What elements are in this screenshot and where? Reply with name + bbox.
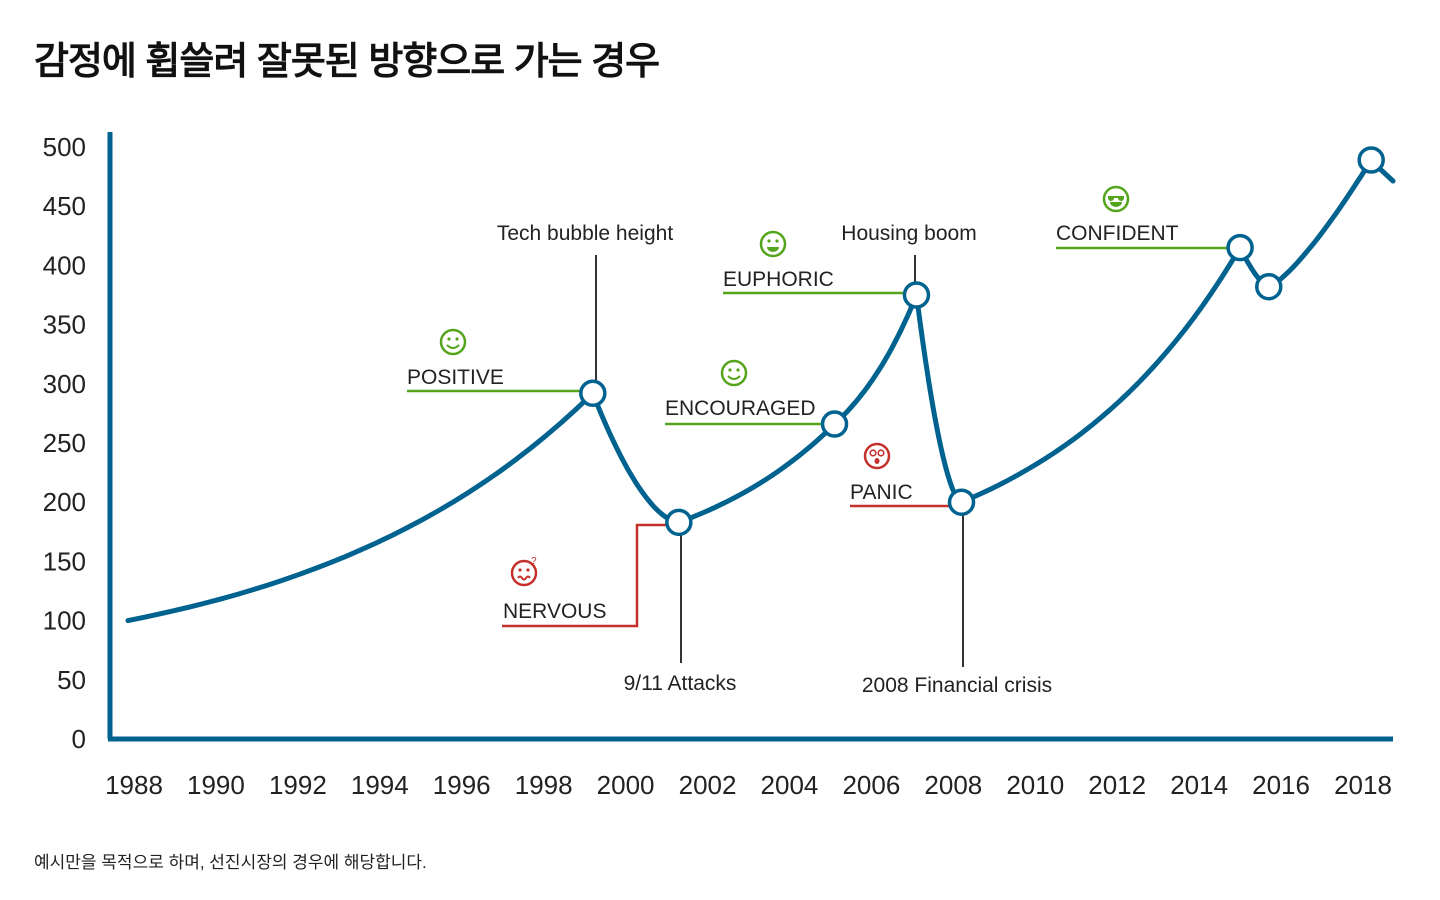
y-tick-label: 150 (43, 546, 86, 576)
x-tick-label: 2010 (1006, 770, 1064, 800)
worried-face-icon: ? (510, 556, 538, 587)
y-tick-label: 450 (43, 191, 86, 221)
sunglasses-face-icon (1102, 185, 1130, 213)
x-tick-label: 2000 (597, 770, 655, 800)
x-tick-label: 2002 (679, 770, 737, 800)
mouth (446, 344, 460, 349)
x-tick-label: 2016 (1252, 770, 1310, 800)
data-point (1255, 272, 1283, 301)
eye (775, 239, 779, 243)
magnifier-handle (1377, 166, 1396, 184)
series-line (125, 157, 1374, 624)
data-point (947, 488, 976, 516)
data-point (1226, 233, 1254, 262)
mouth (1110, 202, 1122, 207)
eye (518, 568, 522, 572)
eye (736, 368, 740, 372)
y-tick-label: 50 (57, 665, 86, 695)
sentiment-label: NERVOUS (503, 600, 606, 623)
eye (869, 449, 877, 457)
y-tick-label: 100 (43, 606, 86, 636)
data-point (902, 281, 931, 309)
mouth (727, 375, 741, 380)
smile-icon (439, 328, 467, 356)
y-tick-label: 500 (43, 132, 86, 162)
smile-icon (720, 359, 748, 387)
eye (877, 449, 885, 457)
mouth (767, 247, 779, 252)
mouth (517, 575, 531, 581)
x-tick-label: 1992 (269, 770, 327, 800)
mouth (874, 458, 880, 464)
face-outline (1102, 185, 1130, 213)
x-tick-label: 1994 (351, 770, 409, 800)
sentiment-label: EUPHORIC (723, 268, 834, 291)
x-tick-label: 2014 (1170, 770, 1228, 800)
sentiment-label: POSITIVE (407, 366, 504, 389)
event-label: Housing boom (841, 222, 976, 245)
x-tick-label: 2004 (761, 770, 819, 800)
data-point (665, 508, 693, 537)
eye (526, 568, 530, 572)
x-tick-label: 2018 (1334, 770, 1392, 800)
data-point (820, 410, 849, 438)
x-tick-label: 2008 (924, 770, 982, 800)
x-tick-label: 1988 (105, 770, 163, 800)
y-tick-label: 300 (43, 369, 86, 399)
face-outline (510, 559, 538, 587)
event-label: 2008 Financial crisis (862, 674, 1052, 697)
sunglasses (1108, 196, 1124, 201)
grin-icon (759, 230, 787, 258)
chart-title: 감정에 휩쓸려 잘못된 방향으로 가는 경우 (34, 41, 660, 83)
sentiment-label: ENCOURAGED (665, 397, 816, 420)
x-tick-label: 1996 (433, 770, 491, 800)
face-outline (863, 442, 891, 470)
eye (447, 337, 451, 341)
sentiment-label: PANIC (850, 481, 913, 504)
x-tick-label: 2012 (1088, 770, 1146, 800)
y-tick-label: 400 (43, 250, 86, 280)
eye (455, 337, 459, 341)
leader-nervous (502, 523, 679, 628)
y-tick-label: 0 (72, 724, 86, 754)
y-tick-label: 250 (43, 428, 86, 458)
y-tick-label: 350 (43, 310, 86, 340)
y-tick-label: 200 (43, 487, 86, 517)
magnifier-icon (1357, 146, 1385, 174)
eye (767, 239, 771, 243)
footnote: 예시만을 목적으로 하며, 선진시장의 경우에 해당합니다. (34, 853, 427, 872)
face-outline (720, 359, 748, 387)
question-mark: ? (531, 556, 537, 567)
x-tick-label: 1998 (515, 770, 573, 800)
data-point (579, 379, 607, 408)
event-label: Tech bubble height (497, 222, 673, 245)
face-outline (759, 230, 787, 258)
shocked-face-icon (863, 442, 891, 470)
x-tick-label: 1990 (187, 770, 245, 800)
sentiment-label: CONFIDENT (1056, 222, 1179, 245)
eye (728, 368, 732, 372)
event-label: 9/11 Attacks (624, 672, 737, 695)
face-outline (439, 328, 467, 356)
x-tick-label: 2006 (842, 770, 900, 800)
